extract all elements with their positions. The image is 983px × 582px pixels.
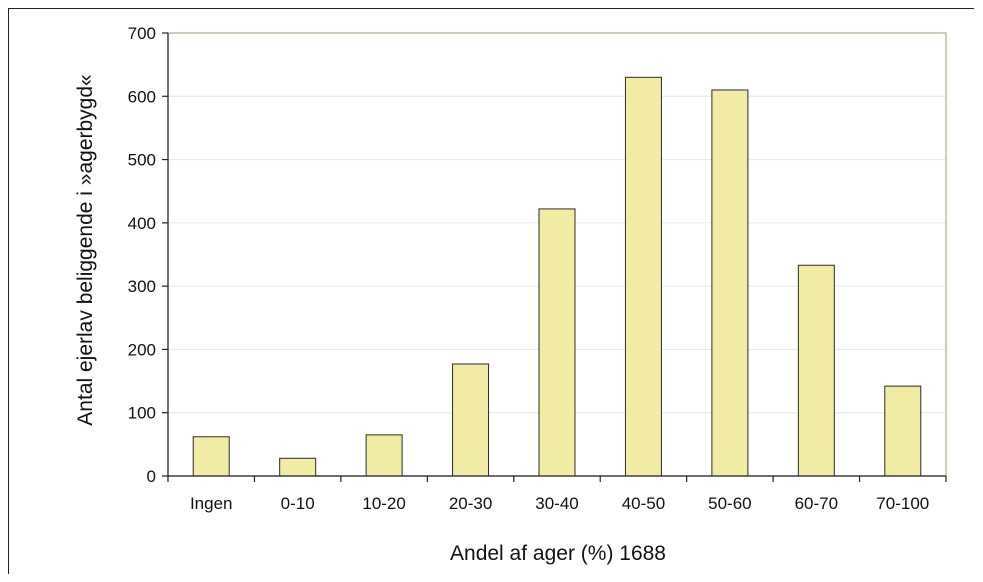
x-tick-label: 50-60 <box>708 494 751 513</box>
y-tick-label: 400 <box>128 214 156 233</box>
x-tick-label: 70-100 <box>876 494 929 513</box>
bars <box>192 76 922 477</box>
y-axis-title: Antal ejerlav beliggende i »agerbygd« <box>74 74 97 425</box>
x-tick-label: 30-40 <box>535 494 578 513</box>
x-tick-label: 40-50 <box>622 494 665 513</box>
bar-50-60 <box>711 89 749 477</box>
chart-frame <box>8 8 974 574</box>
bar-30-40 <box>538 208 576 477</box>
y-tick-label: 700 <box>128 24 156 43</box>
bar-40-50 <box>624 76 662 477</box>
x-ticks: Ingen 0-10 10-20 20-30 30-40 40-50 50-60 60-70 7… <box>167 476 947 513</box>
y-tick-label: 600 <box>128 87 156 106</box>
bar-10-20 <box>365 434 403 477</box>
x-tick-label: 0-10 <box>281 494 315 513</box>
x-tick-label: 10-20 <box>362 494 405 513</box>
y-tick-label: 300 <box>128 277 156 296</box>
x-tick-label: Ingen <box>190 494 233 513</box>
bar-70-100 <box>884 385 922 477</box>
y-tick-label: 0 <box>147 467 156 486</box>
x-tick-label: 20-30 <box>449 494 492 513</box>
y-tick-label: 500 <box>128 151 156 170</box>
bar-60-70 <box>797 264 835 477</box>
y-tick-label: 200 <box>128 340 156 359</box>
x-tick-label: 60-70 <box>795 494 838 513</box>
bar-0-10 <box>279 457 317 477</box>
y-tick-label: 100 <box>128 404 156 423</box>
y-ticks: 0 100 200 300 400 500 600 700 <box>128 24 168 486</box>
x-axis-title: Andel af ager (%) 1688 <box>450 542 666 565</box>
bar-20-30 <box>452 363 490 477</box>
bar-Ingen <box>192 436 230 477</box>
